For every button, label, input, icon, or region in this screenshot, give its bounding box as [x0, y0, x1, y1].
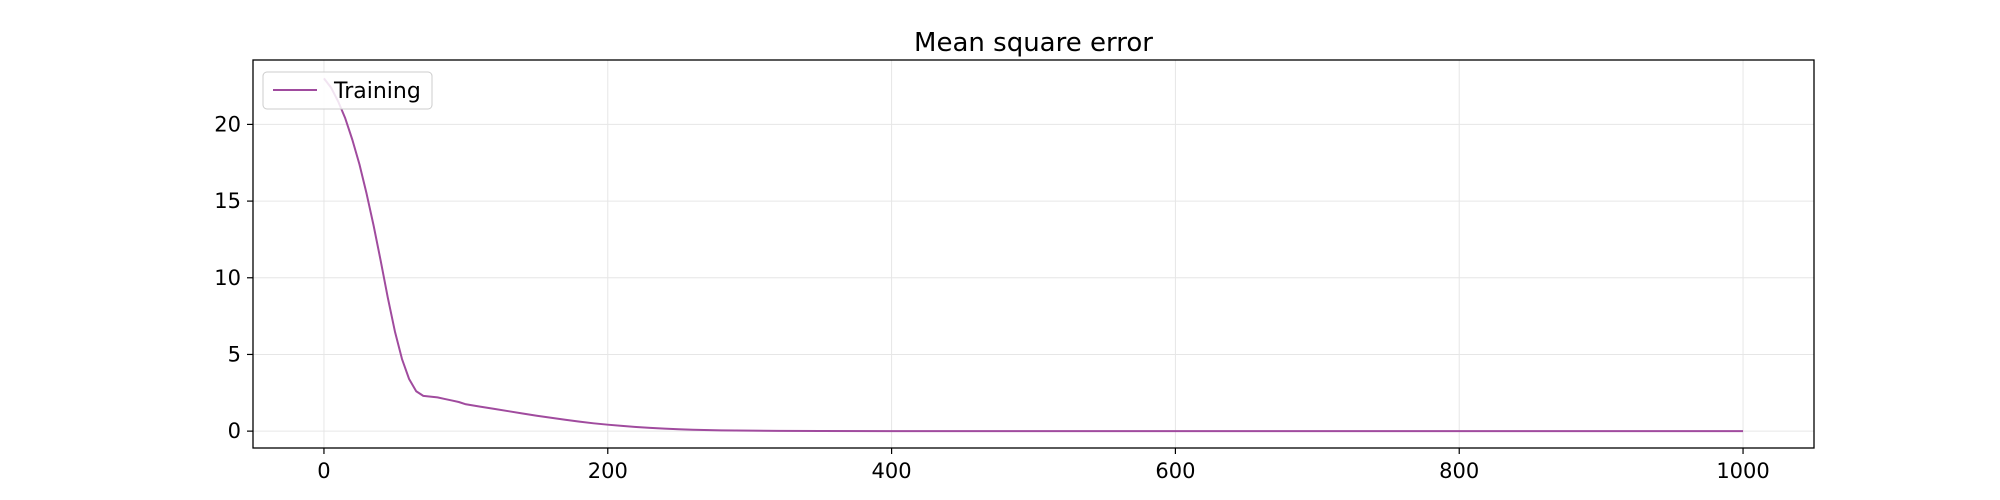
- x-tick-label: 600: [1155, 459, 1195, 483]
- axis-ticks: 0 200 400 600 800 1000 0 5 10 15 20: [214, 112, 1770, 483]
- legend-label-training: Training: [333, 79, 421, 104]
- legend-box: [262, 71, 433, 110]
- x-tick-label: 0: [317, 459, 330, 483]
- grid: [253, 60, 1814, 448]
- series-layer: [323, 77, 1744, 433]
- y-tick-label: 15: [214, 189, 241, 213]
- y-tick-label: 5: [228, 342, 241, 366]
- y-tick-label: 0: [228, 419, 241, 443]
- chart-title: Mean square error: [914, 28, 1153, 58]
- x-tick-label: 800: [1439, 459, 1479, 483]
- y-tick-label: 10: [214, 266, 241, 290]
- series-line-training: [323, 77, 1744, 433]
- legend: Training: [262, 71, 433, 110]
- x-tick-label: 1000: [1716, 459, 1769, 483]
- plot-frame: [252, 59, 1815, 449]
- x-tick-label: 400: [872, 459, 912, 483]
- y-tick-label: 20: [214, 112, 241, 136]
- x-tick-label: 200: [588, 459, 628, 483]
